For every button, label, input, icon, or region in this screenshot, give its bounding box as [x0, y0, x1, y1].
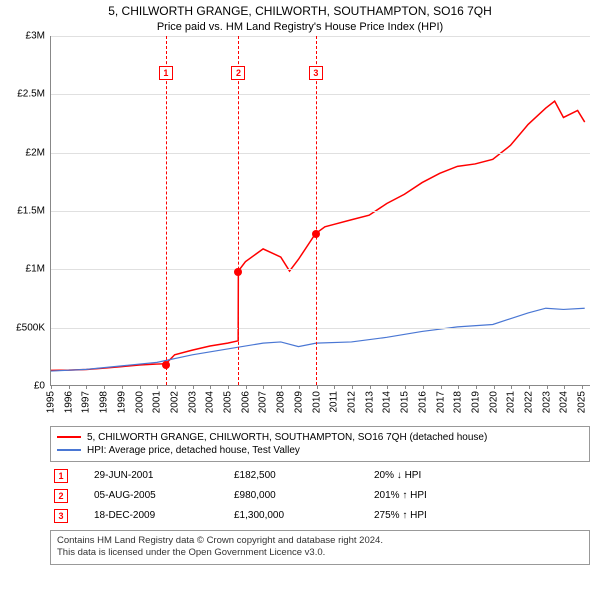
- event-row: 3 18-DEC-2009£1,300,000275% ↑ HPI: [50, 506, 590, 526]
- x-tick-label: 2014: [382, 391, 393, 413]
- x-tick-label: 1997: [81, 391, 92, 413]
- event-point-dot: [312, 230, 320, 238]
- x-tick-label: 2019: [470, 391, 481, 413]
- event-vline: [316, 36, 317, 385]
- x-tick-label: 2023: [541, 391, 552, 413]
- x-tick-label: 2015: [400, 391, 411, 413]
- event-marker-icon: 2: [54, 489, 68, 503]
- legend-box: 5, CHILWORTH GRANGE, CHILWORTH, SOUTHAMP…: [50, 426, 590, 462]
- price-chart: £0£500K£1M£1.5M£2M£2.5M£3M19951996199719…: [50, 36, 590, 386]
- x-tick-label: 2008: [276, 391, 287, 413]
- x-tick-label: 2003: [187, 391, 198, 413]
- event-row: 2 05-AUG-2005£980,000201% ↑ HPI: [50, 486, 590, 506]
- legend-swatch: [57, 436, 81, 438]
- event-vline: [238, 36, 239, 385]
- legend-label: HPI: Average price, detached house, Test…: [87, 445, 300, 456]
- legend-label: 5, CHILWORTH GRANGE, CHILWORTH, SOUTHAMP…: [87, 432, 487, 443]
- attribution-line-2: This data is licensed under the Open Gov…: [57, 547, 583, 559]
- x-tick-label: 2006: [240, 391, 251, 413]
- event-delta: 275% ↑ HPI: [370, 506, 590, 526]
- event-vline: [166, 36, 167, 385]
- x-tick-label: 2022: [524, 391, 535, 413]
- x-tick-label: 2013: [364, 391, 375, 413]
- event-row: 1 29-JUN-2001£182,50020% ↓ HPI: [50, 466, 590, 486]
- x-tick-label: 2024: [559, 391, 570, 413]
- title-line-1: 5, CHILWORTH GRANGE, CHILWORTH, SOUTHAMP…: [0, 0, 600, 20]
- y-tick-label: £2.5M: [17, 89, 45, 100]
- x-tick-label: 1996: [63, 391, 74, 413]
- y-tick-label: £1.5M: [17, 205, 45, 216]
- event-date: 05-AUG-2005: [90, 486, 230, 506]
- y-tick-label: £500K: [16, 322, 45, 333]
- x-tick-label: 2018: [453, 391, 464, 413]
- x-tick-label: 2001: [152, 391, 163, 413]
- series-line-hpi: [51, 308, 585, 371]
- events-table: 1 29-JUN-2001£182,50020% ↓ HPI 2 05-AUG-200…: [50, 466, 590, 526]
- event-marker-box: 2: [231, 66, 245, 80]
- x-tick-label: 2020: [488, 391, 499, 413]
- legend-swatch: [57, 449, 81, 451]
- title-line-2: Price paid vs. HM Land Registry's House …: [0, 20, 600, 36]
- x-tick-label: 2009: [293, 391, 304, 413]
- x-tick-label: 2000: [134, 391, 145, 413]
- attribution-line-1: Contains HM Land Registry data © Crown c…: [57, 535, 583, 547]
- x-tick-label: 2021: [506, 391, 517, 413]
- event-delta: 201% ↑ HPI: [370, 486, 590, 506]
- event-date: 29-JUN-2001: [90, 466, 230, 486]
- x-tick-label: 1995: [46, 391, 57, 413]
- event-point-dot: [162, 361, 170, 369]
- x-tick-label: 2010: [311, 391, 322, 413]
- x-tick-label: 2002: [169, 391, 180, 413]
- event-marker-box: 3: [309, 66, 323, 80]
- legend-row: HPI: Average price, detached house, Test…: [57, 444, 583, 457]
- event-delta: 20% ↓ HPI: [370, 466, 590, 486]
- event-date: 18-DEC-2009: [90, 506, 230, 526]
- x-tick-label: 1998: [99, 391, 110, 413]
- event-price: £1,300,000: [230, 506, 370, 526]
- y-tick-label: £0: [34, 380, 45, 391]
- event-marker-box: 1: [159, 66, 173, 80]
- x-tick-label: 2025: [577, 391, 588, 413]
- y-tick-label: £1M: [26, 264, 45, 275]
- event-marker-icon: 3: [54, 509, 68, 523]
- event-marker-icon: 1: [54, 469, 68, 483]
- x-tick-label: 2007: [258, 391, 269, 413]
- event-point-dot: [234, 268, 242, 276]
- x-tick-label: 2017: [435, 391, 446, 413]
- x-tick-label: 2005: [223, 391, 234, 413]
- y-tick-label: £3M: [26, 30, 45, 41]
- event-price: £182,500: [230, 466, 370, 486]
- x-tick-label: 2011: [329, 391, 340, 413]
- y-tick-label: £2M: [26, 147, 45, 158]
- event-price: £980,000: [230, 486, 370, 506]
- x-tick-label: 2004: [205, 391, 216, 413]
- x-tick-label: 1999: [116, 391, 127, 413]
- x-tick-label: 2016: [417, 391, 428, 413]
- x-tick-label: 2012: [346, 391, 357, 413]
- attribution-box: Contains HM Land Registry data © Crown c…: [50, 530, 590, 565]
- legend-row: 5, CHILWORTH GRANGE, CHILWORTH, SOUTHAMP…: [57, 431, 583, 444]
